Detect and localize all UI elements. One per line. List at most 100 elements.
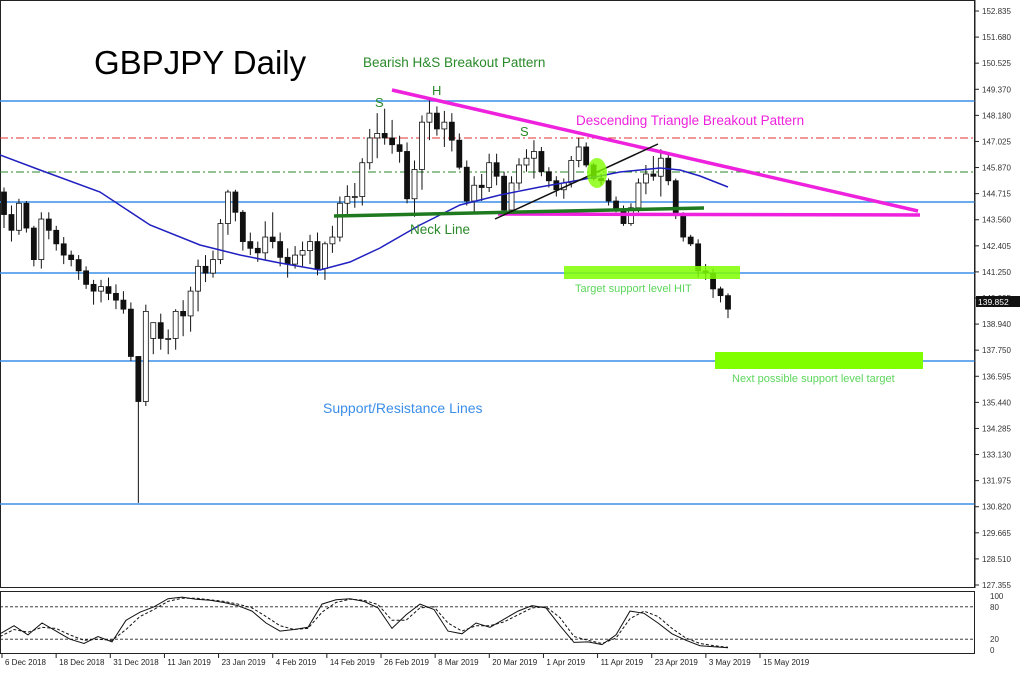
price-tick-label: 149.370 (982, 85, 1011, 94)
date-tick-label: 8 Mar 2019 (438, 658, 479, 667)
price-tick-label: 147.025 (982, 137, 1011, 146)
date-axis: 6 Dec 2018 18 Dec 2018 31 Dec 2018 11 Jan 2… (1, 654, 810, 667)
candle (396, 144, 403, 152)
date-tick-label: 14 Feb 2019 (330, 658, 375, 667)
chart-title: GBPJPY Daily (94, 44, 307, 81)
candle (30, 227, 37, 260)
candle (165, 338, 172, 340)
candles (1, 97, 731, 503)
candle (314, 241, 321, 270)
candle (351, 196, 358, 198)
candle (434, 112, 440, 130)
price-tick-label: 148.180 (982, 111, 1011, 120)
price-tick-label: 127.355 (982, 581, 1011, 590)
candle (329, 236, 336, 245)
price-tick-label: 142.405 (982, 242, 1011, 251)
candle (374, 133, 381, 139)
candle (620, 209, 627, 224)
candle (538, 151, 545, 173)
candle (135, 356, 142, 402)
price-tick-label: 137.750 (982, 346, 1011, 355)
candle (448, 121, 455, 141)
triangle-pattern-label: Descending Triangle Breakout Pattern (576, 113, 804, 128)
date-tick-label: 18 Dec 2018 (59, 658, 105, 667)
candle (650, 173, 657, 177)
moving-average-line (0, 154, 729, 271)
candle (8, 214, 15, 231)
candle (113, 292, 119, 301)
oscillator-scale-label: 100 (990, 592, 1004, 601)
date-tick-label: 3 May 2019 (709, 658, 751, 667)
price-tick-label: 135.440 (982, 398, 1011, 407)
candle (456, 139, 463, 168)
candle (16, 202, 22, 231)
candle (657, 157, 664, 177)
candle (38, 218, 45, 260)
candle (642, 173, 649, 184)
candle (83, 270, 90, 285)
candle (411, 169, 418, 200)
candle (1, 191, 7, 215)
price-tick-label: 131.975 (982, 477, 1011, 486)
price-tick-label: 133.130 (982, 451, 1011, 460)
candle (441, 121, 448, 130)
oscillator-scale-label: 80 (990, 603, 999, 612)
oscillator-panel-frame (0, 591, 975, 654)
candle (60, 243, 67, 256)
main-panel-frame (0, 0, 975, 588)
candle (232, 191, 239, 213)
candle (336, 202, 343, 238)
price-tick-label: 136.595 (982, 372, 1011, 381)
price-tick-label: 151.680 (982, 33, 1011, 42)
candle (568, 160, 575, 184)
candle (583, 146, 590, 166)
price-axis: 152.835 151.680 150.525 149.370 148.180 147.0… (974, 0, 1011, 590)
stoch-main-line (0, 596, 729, 649)
candle (680, 214, 687, 238)
candle (523, 157, 530, 166)
date-tick-label: 23 Apr 2019 (655, 658, 699, 667)
candle (344, 196, 351, 204)
candle (359, 162, 366, 197)
candle (299, 250, 306, 256)
next-target-label: Next possible support level target (732, 373, 895, 385)
candle (366, 137, 373, 164)
date-tick-label: 11 Jan 2019 (167, 658, 211, 667)
candle (195, 265, 201, 292)
price-tick-label: 128.510 (982, 555, 1011, 564)
candle (725, 295, 731, 310)
rising-trendline (494, 143, 659, 220)
price-tick-label: 145.870 (982, 164, 1011, 173)
price-tick-label: 141.250 (982, 268, 1011, 277)
candle (463, 166, 470, 202)
candle (493, 162, 500, 177)
candle (717, 288, 724, 297)
candle (553, 180, 560, 191)
candle (381, 133, 388, 139)
candle (172, 311, 179, 339)
candle (157, 322, 164, 339)
triangle-upper-trendline (391, 88, 919, 213)
price-tick-label: 134.285 (982, 424, 1011, 433)
candle (90, 283, 97, 292)
price-tick-label: 143.560 (982, 216, 1011, 225)
candle (98, 286, 104, 292)
next-target-box (715, 352, 923, 369)
candle (322, 243, 328, 270)
price-tick-label: 150.525 (982, 59, 1011, 68)
candle (202, 265, 209, 274)
price-tick-label: 138.940 (982, 320, 1011, 329)
candle (53, 229, 60, 245)
candle (269, 236, 276, 242)
candle (180, 311, 187, 317)
candle (284, 256, 291, 265)
candle (105, 286, 112, 294)
date-tick-label: 4 Feb 2019 (276, 658, 317, 667)
target-support-box (564, 266, 740, 279)
candle (687, 236, 694, 245)
candle (516, 164, 522, 184)
candle (75, 259, 82, 272)
candle (150, 322, 157, 339)
candle (419, 121, 425, 170)
